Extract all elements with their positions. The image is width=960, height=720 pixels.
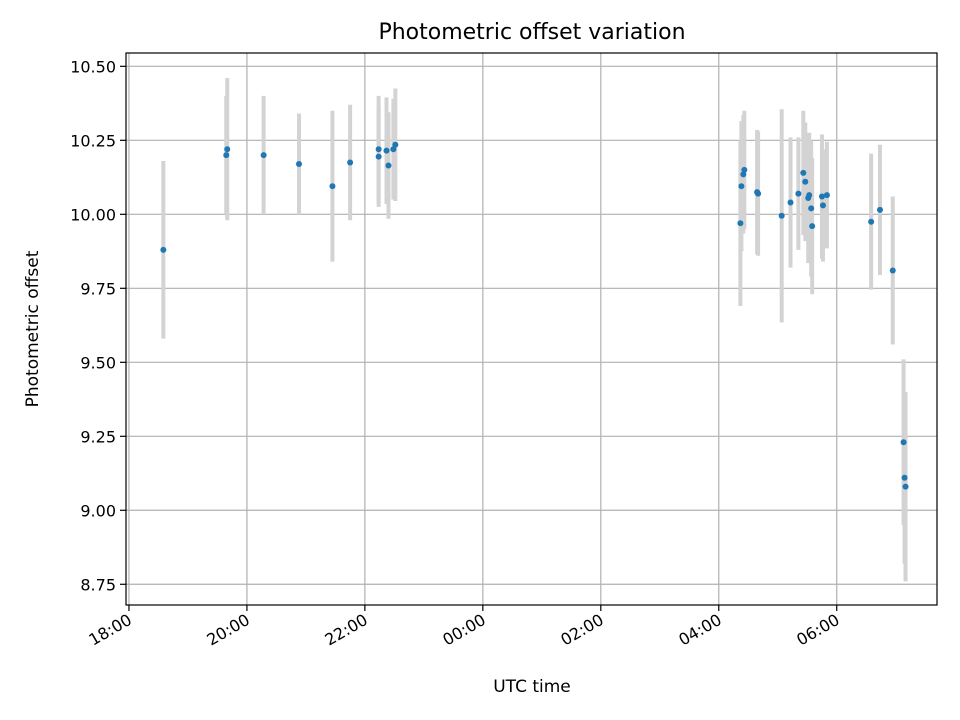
error-bar-layer: [161, 78, 908, 582]
data-point: [741, 166, 748, 173]
grid-layer: [126, 53, 937, 605]
y-tick-label: 10.50: [70, 57, 116, 76]
y-tick-label: 9.50: [80, 353, 116, 372]
data-point: [795, 190, 802, 197]
data-point: [385, 162, 392, 169]
y-tick-label: 9.75: [80, 279, 116, 298]
data-point: [224, 146, 231, 153]
data-point: [737, 220, 744, 227]
y-tick-label: 9.00: [80, 501, 116, 520]
data-point: [347, 159, 354, 166]
data-point: [889, 267, 896, 274]
chart-title: Photometric offset variation: [378, 20, 685, 45]
data-point: [260, 152, 267, 159]
data-point: [787, 199, 794, 206]
y-tick-label: 10.25: [70, 131, 116, 150]
data-point: [802, 178, 809, 185]
data-point: [375, 153, 382, 160]
x-tick-label: 20:00: [203, 610, 252, 650]
data-point: [375, 146, 382, 153]
y-tick-label: 10.00: [70, 205, 116, 224]
data-point: [823, 192, 830, 199]
data-point-layer: [160, 141, 909, 490]
data-point: [800, 169, 807, 176]
y-tick-label: 9.25: [80, 427, 116, 446]
data-point: [902, 483, 909, 490]
data-point: [868, 218, 875, 225]
data-point: [223, 152, 230, 159]
x-tick-label: 22:00: [321, 610, 370, 650]
plot-frame: [125, 52, 938, 606]
x-tick-label: 02:00: [557, 610, 606, 650]
x-axis-label: UTC time: [493, 677, 571, 697]
data-point: [755, 190, 762, 197]
x-tick-label: 04:00: [675, 610, 724, 650]
y-tick-label: 8.75: [80, 575, 116, 594]
data-point: [901, 474, 908, 481]
x-tick-label: 06:00: [793, 610, 842, 650]
data-point: [383, 147, 390, 154]
y-axis-label: Photometric offset: [23, 250, 43, 407]
data-point: [392, 141, 399, 148]
data-point: [809, 223, 816, 230]
data-point: [819, 202, 826, 209]
data-point: [876, 206, 883, 213]
tick-layer: 8.75 9.00 9.25 9.50 9.75 10.00 10.25 10.50 18:00…: [70, 57, 843, 649]
data-point: [329, 183, 336, 190]
x-tick-label: 18:00: [86, 610, 135, 650]
data-point: [778, 212, 785, 219]
data-point: [808, 205, 815, 212]
data-point: [160, 246, 167, 253]
data-point: [806, 192, 813, 199]
data-point: [818, 193, 825, 200]
data-point: [738, 183, 745, 190]
data-point: [900, 439, 907, 446]
data-point: [296, 160, 303, 167]
x-tick-label: 00:00: [439, 610, 488, 650]
